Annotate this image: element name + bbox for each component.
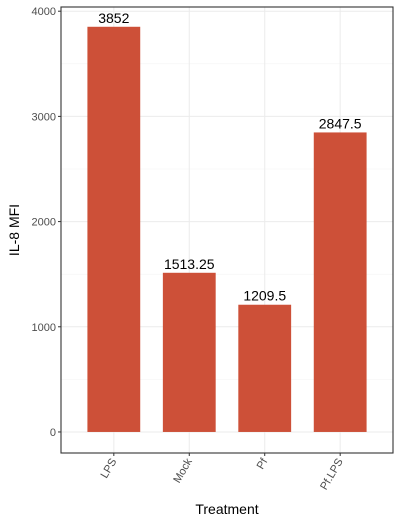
x-tick-label-lps: LPS (99, 457, 120, 481)
y-tick-label: 4000 (32, 6, 56, 18)
bar-lps (87, 26, 141, 432)
bar-pf (238, 304, 292, 432)
y-tick-label: 1000 (32, 322, 56, 334)
y-tick-label: 0 (50, 427, 56, 439)
bar-mock (162, 272, 216, 432)
x-axis-title: Treatment (195, 501, 258, 517)
x-axis: LPS Mock Pf Pf.LPS (99, 453, 346, 492)
data-label-lps: 3852 (98, 10, 129, 26)
x-tick-label-pf-lps: Pf.LPS (318, 457, 346, 493)
data-labels: 3852 1513.25 1209.5 2847.5 (98, 10, 362, 304)
plot-panel-border (60, 6, 394, 454)
y-axis: 0 1000 2000 3000 4000 (32, 6, 61, 439)
bar-pf-lps (313, 132, 367, 432)
x-tick-label-mock: Mock (171, 456, 195, 485)
y-tick-label: 3000 (32, 111, 56, 123)
data-label-mock: 1513.25 (164, 256, 215, 272)
y-tick-label: 2000 (32, 217, 56, 229)
data-label-pf-lps: 2847.5 (319, 115, 362, 131)
data-label-pf: 1209.5 (243, 288, 286, 304)
x-tick-label-pf: Pf (255, 456, 271, 472)
y-axis-title: IL-8 MFI (6, 204, 22, 256)
bars (87, 26, 367, 432)
